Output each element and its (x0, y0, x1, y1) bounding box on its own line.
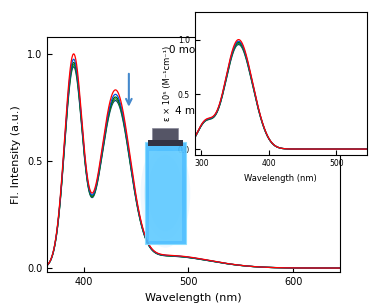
X-axis label: Wavelength (nm): Wavelength (nm) (146, 293, 242, 303)
Y-axis label: Fl. Intensity (a.u.): Fl. Intensity (a.u.) (11, 105, 22, 204)
Y-axis label: ε × 10⁵ (M⁻¹cm⁻¹): ε × 10⁵ (M⁻¹cm⁻¹) (163, 46, 172, 121)
FancyBboxPatch shape (149, 151, 182, 241)
Text: 4 mol%: 4 mol% (175, 106, 214, 117)
Bar (152, 128, 178, 143)
X-axis label: Wavelength (nm): Wavelength (nm) (244, 174, 317, 183)
Ellipse shape (148, 155, 183, 232)
FancyBboxPatch shape (145, 142, 186, 244)
Ellipse shape (141, 139, 190, 248)
Bar (148, 140, 183, 146)
Text: 0 mol%: 0 mol% (169, 45, 208, 55)
Ellipse shape (144, 147, 186, 239)
